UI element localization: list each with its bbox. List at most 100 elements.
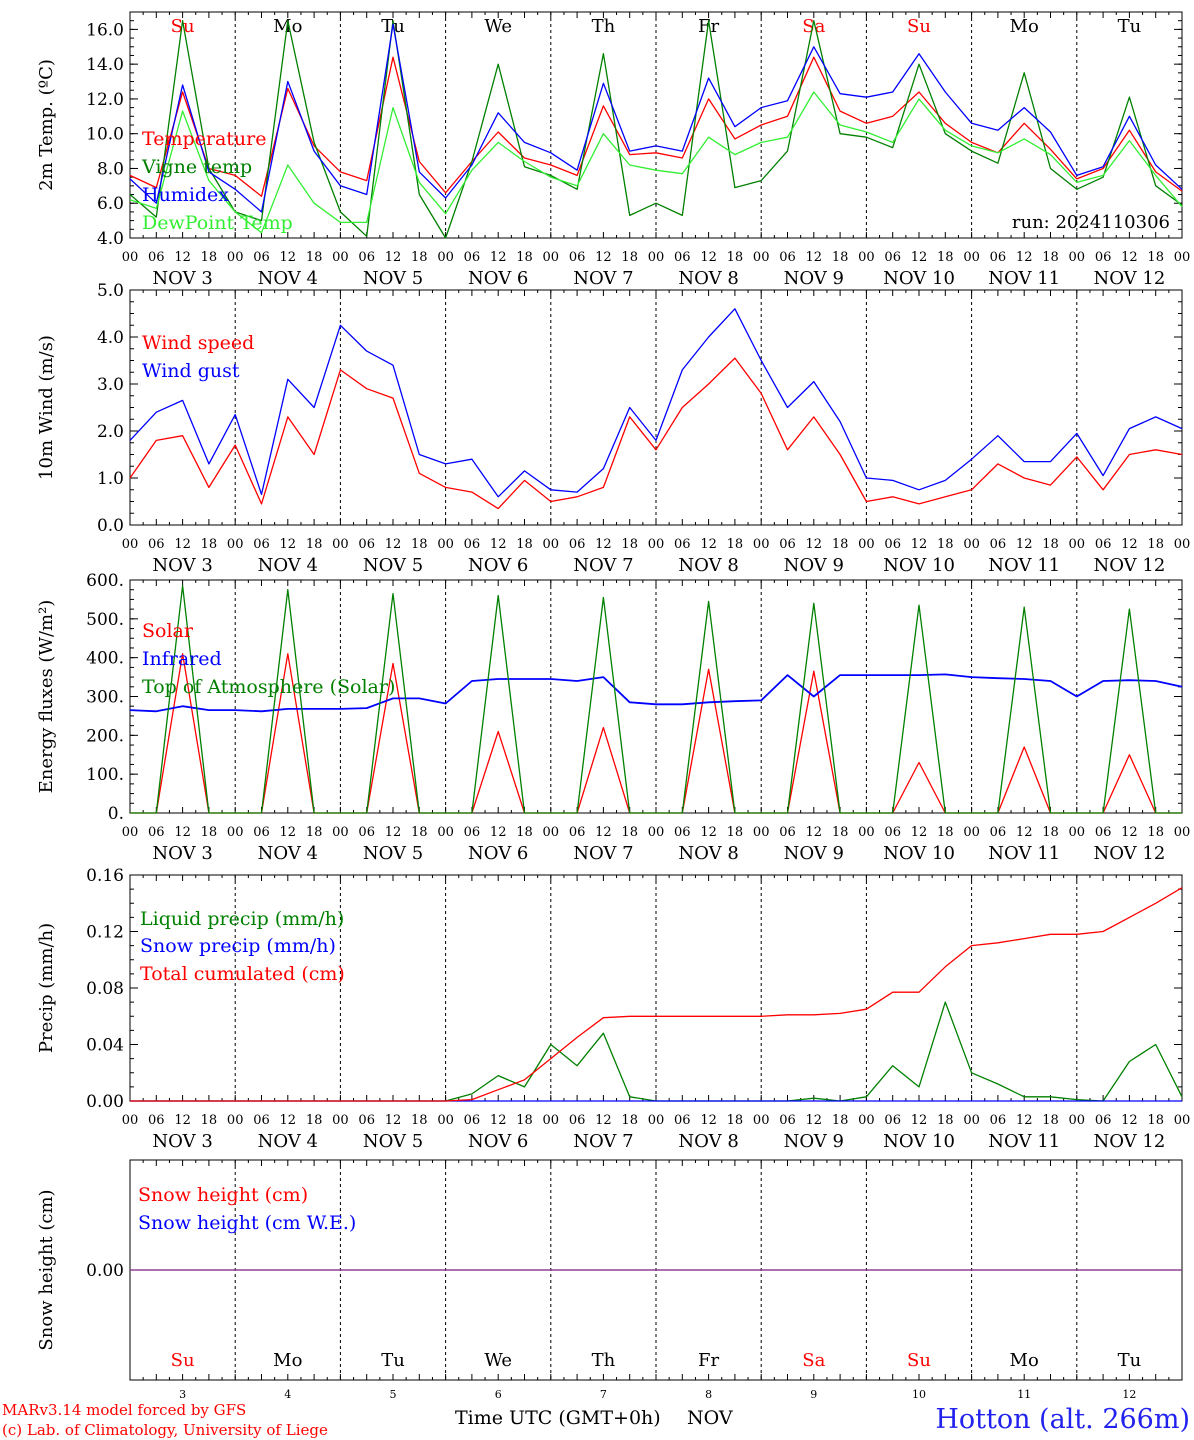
hour-tick-label: 00 <box>332 250 349 265</box>
hour-tick-label: 06 <box>674 537 691 552</box>
day-number-label: 12 <box>1122 1388 1136 1401</box>
series-line-dewpoint-temp <box>129 91 1183 234</box>
weekday-label: Su <box>171 1350 195 1371</box>
date-label: NOV 10 <box>883 268 955 289</box>
hour-tick-label: 12 <box>490 537 507 552</box>
hour-tick-label: 18 <box>621 537 638 552</box>
y-tick-label: 0.00 <box>86 1092 124 1112</box>
date-label: NOV 8 <box>678 555 738 576</box>
hour-tick-label: 00 <box>543 250 560 265</box>
hour-tick-label: 18 <box>411 250 428 265</box>
hour-tick-label: 00 <box>437 537 454 552</box>
hour-tick-label: 06 <box>358 537 375 552</box>
date-label: NOV 5 <box>363 1131 423 1152</box>
hour-tick-label: 06 <box>990 250 1007 265</box>
hour-tick-label: 12 <box>595 250 612 265</box>
hour-tick-label: 12 <box>700 825 717 840</box>
date-label: NOV 10 <box>883 843 955 864</box>
hour-tick-label: 18 <box>306 825 323 840</box>
y-tick-label: 8.0 <box>97 159 124 179</box>
hour-tick-label: 12 <box>1016 250 1033 265</box>
legend-entry: DewPoint Temp <box>142 212 293 234</box>
hour-tick-label: 06 <box>569 825 586 840</box>
hour-tick-label: 00 <box>332 1113 349 1128</box>
y-tick-label: 0.0 <box>97 516 124 536</box>
hour-tick-label: 12 <box>1016 537 1033 552</box>
hour-tick-label: 06 <box>1095 825 1112 840</box>
hour-tick-label: 06 <box>1095 537 1112 552</box>
series-line-total-cumulated-cm- <box>130 887 1183 1102</box>
weekday-label: Sa <box>802 1350 825 1371</box>
y-tick-label: 10.0 <box>86 125 124 145</box>
series-line-infrared <box>129 673 1183 713</box>
hour-tick-label: 06 <box>674 825 691 840</box>
series-line-vigne-temp <box>129 20 1183 239</box>
hour-tick-label: 00 <box>963 250 980 265</box>
hour-tick-label: 06 <box>990 1113 1007 1128</box>
hour-tick-label: 12 <box>911 1113 928 1128</box>
date-label: NOV 4 <box>258 1131 318 1152</box>
weekday-label: Su <box>907 16 931 37</box>
weekday-label: Mo <box>273 16 302 37</box>
hour-tick-label: 06 <box>148 537 165 552</box>
hour-tick-label: 18 <box>516 1113 533 1128</box>
date-label: NOV 12 <box>1093 843 1165 864</box>
hour-tick-label: 18 <box>621 1113 638 1128</box>
hour-tick-label: 12 <box>700 250 717 265</box>
date-label: NOV 5 <box>363 555 423 576</box>
date-label: NOV 10 <box>883 1131 955 1152</box>
hour-tick-label: 06 <box>674 1113 691 1128</box>
day-number-label: 4 <box>284 1388 291 1401</box>
hour-tick-label: 06 <box>148 825 165 840</box>
hour-tick-label: 18 <box>832 250 849 265</box>
hour-tick-label: 06 <box>779 250 796 265</box>
hour-tick-label: 18 <box>937 825 954 840</box>
legend-entry: Vigne temp <box>141 156 252 178</box>
date-label: NOV 5 <box>363 843 423 864</box>
date-label: NOV 4 <box>258 268 318 289</box>
hour-tick-label: 12 <box>806 1113 823 1128</box>
hour-tick-label: 06 <box>464 250 481 265</box>
hour-tick-label: 12 <box>911 825 928 840</box>
hour-tick-label: 00 <box>1069 250 1086 265</box>
hour-tick-label: 00 <box>963 1113 980 1128</box>
y-tick-label: 300. <box>86 688 124 708</box>
hour-tick-label: 00 <box>437 250 454 265</box>
series-line-top-of-atmosphere-solar- <box>130 585 1182 814</box>
day-number-label: 5 <box>390 1388 397 1401</box>
hour-tick-label: 18 <box>306 537 323 552</box>
hour-tick-label: 00 <box>648 250 665 265</box>
hour-tick-label: 18 <box>621 250 638 265</box>
series-line-wind-gust <box>129 308 1183 498</box>
hour-tick-label: 06 <box>148 1113 165 1128</box>
hour-tick-label: 00 <box>227 1113 244 1128</box>
station-label: Hotton (alt. 266m) <box>935 1404 1190 1435</box>
date-label: NOV 5 <box>363 268 423 289</box>
hour-tick-label: 18 <box>201 825 218 840</box>
hour-tick-label: 12 <box>280 537 297 552</box>
hour-tick-label: 00 <box>437 825 454 840</box>
hour-tick-label: 12 <box>1121 537 1138 552</box>
hour-tick-label: 00 <box>1174 537 1191 552</box>
credit-line-1: MARv3.14 model forced by GFS <box>2 1401 246 1419</box>
hour-tick-label: 00 <box>227 250 244 265</box>
hour-tick-label: 06 <box>464 825 481 840</box>
y-tick-label: 0.16 <box>86 866 124 886</box>
date-label: NOV 6 <box>468 1131 528 1152</box>
day-number-label: 6 <box>495 1388 502 1401</box>
hour-tick-label: 06 <box>464 537 481 552</box>
weekday-label: Su <box>171 16 195 37</box>
weekday-label: Th <box>592 1350 616 1371</box>
date-label: NOV 9 <box>784 555 844 576</box>
hour-tick-label: 00 <box>122 250 139 265</box>
y-tick-label: 4.0 <box>97 328 124 348</box>
hour-tick-label: 00 <box>543 1113 560 1128</box>
legend-entry: Infrared <box>142 648 222 670</box>
hour-tick-label: 12 <box>911 250 928 265</box>
weekday-label: We <box>484 16 512 37</box>
hour-tick-label: 06 <box>464 1113 481 1128</box>
hour-tick-label: 18 <box>411 1113 428 1128</box>
hour-tick-label: 18 <box>1147 1113 1164 1128</box>
hour-tick-label: 12 <box>700 537 717 552</box>
